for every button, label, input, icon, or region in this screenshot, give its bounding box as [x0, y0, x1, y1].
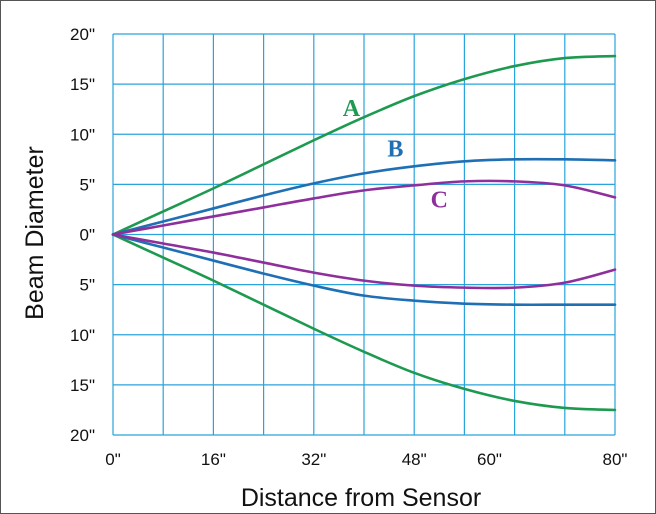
y-tick-label: 5"	[80, 276, 96, 295]
series-label-b: B	[387, 136, 403, 162]
series-c-upper-line	[111, 179, 617, 236]
x-tick-labels: 0" 16" 32" 48" 60" 80"	[105, 450, 627, 469]
y-tick-label: 0"	[80, 226, 96, 245]
series-a-lower-line	[111, 233, 617, 412]
x-axis-title: Distance from Sensor	[241, 484, 481, 512]
y-axis-title: Beam Diameter	[21, 146, 49, 320]
series-b-lower-line	[111, 233, 617, 307]
x-tick-label: 32"	[301, 450, 326, 469]
x-tick-label: 80"	[603, 450, 628, 469]
series-label-a: A	[343, 96, 361, 122]
series-c-lower-line	[111, 233, 617, 290]
series-labels: AB C	[343, 96, 448, 213]
x-tick-label: 16"	[201, 450, 226, 469]
y-tick-label: 20"	[70, 25, 95, 44]
y-tick-label: 15"	[70, 376, 95, 395]
x-tick-label: 48"	[402, 450, 427, 469]
y-tick-label: 10"	[70, 326, 95, 345]
y-tick-label: 20"	[70, 426, 95, 445]
series-label-c: C	[431, 187, 448, 213]
y-tick-label: 15"	[70, 75, 95, 94]
grid	[112, 33, 616, 436]
y-tick-label: 10"	[70, 125, 95, 144]
series-group	[111, 54, 617, 412]
y-tick-labels: 20" 15" 10" 5" 0" 5" 10" 15" 20"	[70, 25, 95, 445]
series-b-upper-line	[111, 157, 617, 236]
x-tick-label: 60"	[477, 450, 502, 469]
x-tick-label: 0"	[105, 450, 121, 469]
y-tick-label: 5"	[80, 175, 96, 194]
series-a-upper-line	[111, 54, 617, 236]
